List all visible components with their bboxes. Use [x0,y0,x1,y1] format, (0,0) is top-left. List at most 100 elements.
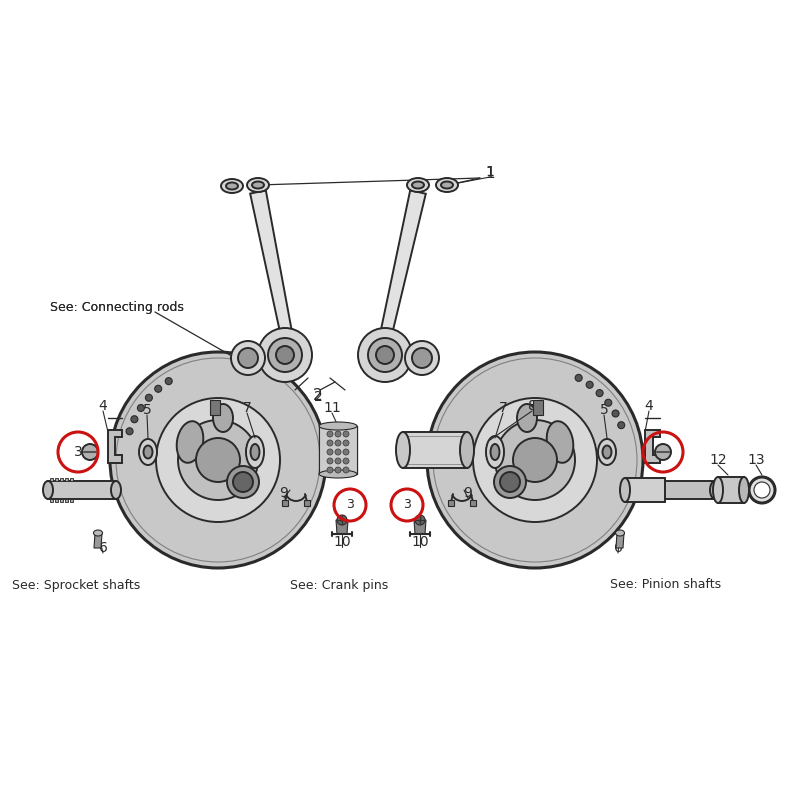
Polygon shape [55,478,58,481]
Polygon shape [70,478,73,481]
Circle shape [327,440,333,446]
Circle shape [405,341,439,375]
Text: 3: 3 [403,498,411,511]
Ellipse shape [139,439,157,465]
Text: 8: 8 [527,399,537,413]
Polygon shape [65,499,68,502]
Circle shape [494,466,526,498]
Circle shape [495,420,575,500]
Polygon shape [319,426,357,474]
Ellipse shape [252,182,264,189]
Polygon shape [282,500,288,506]
Ellipse shape [436,178,458,192]
Polygon shape [210,400,220,415]
Text: 13: 13 [747,453,765,467]
Circle shape [335,431,341,437]
Circle shape [343,467,349,473]
Ellipse shape [247,178,269,192]
Text: 1: 1 [485,166,495,182]
Polygon shape [665,481,715,499]
Circle shape [138,405,144,411]
Circle shape [376,346,394,364]
Polygon shape [48,481,116,499]
Circle shape [343,458,349,464]
Circle shape [231,341,265,375]
Ellipse shape [546,421,574,463]
Text: 6: 6 [98,541,107,555]
Polygon shape [55,499,58,502]
Circle shape [612,410,619,417]
Text: 4: 4 [98,399,107,413]
Ellipse shape [486,436,504,468]
Polygon shape [65,478,68,481]
Text: 7: 7 [498,401,507,415]
Polygon shape [403,432,467,468]
Circle shape [276,346,294,364]
Polygon shape [250,190,295,353]
Ellipse shape [43,481,53,499]
Text: 5: 5 [600,403,608,417]
Circle shape [327,458,333,464]
Polygon shape [319,426,357,474]
Ellipse shape [615,530,625,536]
Text: 3: 3 [658,445,667,459]
Circle shape [473,398,597,522]
Ellipse shape [213,404,233,432]
Ellipse shape [143,446,153,458]
Polygon shape [616,533,624,548]
Polygon shape [470,500,476,506]
Ellipse shape [598,439,616,465]
Circle shape [327,431,333,437]
Circle shape [343,431,349,437]
Text: 3: 3 [346,498,354,511]
Circle shape [178,420,258,500]
Ellipse shape [713,477,723,503]
Circle shape [412,348,432,368]
Polygon shape [645,430,660,463]
Polygon shape [60,499,63,502]
Polygon shape [718,477,744,503]
Circle shape [335,467,341,473]
Circle shape [415,515,425,525]
Ellipse shape [407,178,429,192]
Ellipse shape [710,481,720,499]
Polygon shape [377,190,426,354]
Circle shape [154,386,162,392]
Ellipse shape [177,421,203,463]
Ellipse shape [517,404,537,432]
Text: 12: 12 [709,453,727,467]
Circle shape [146,394,152,402]
Polygon shape [533,400,543,415]
Circle shape [749,477,775,503]
Circle shape [335,449,341,455]
Circle shape [131,416,138,422]
Ellipse shape [490,444,499,460]
Text: 6: 6 [614,541,622,555]
Circle shape [605,399,612,406]
Polygon shape [50,478,53,481]
Circle shape [233,472,253,492]
Circle shape [227,466,259,498]
Circle shape [513,438,557,482]
Text: 9: 9 [463,486,473,500]
Ellipse shape [396,432,410,468]
Circle shape [156,398,280,522]
Circle shape [110,352,326,568]
Circle shape [258,328,312,382]
Ellipse shape [226,182,238,190]
Ellipse shape [250,444,259,460]
Circle shape [368,338,402,372]
Circle shape [268,338,302,372]
Ellipse shape [441,182,453,189]
Text: See: Pinion shafts: See: Pinion shafts [610,578,721,591]
Text: 2: 2 [314,390,322,404]
Text: 3: 3 [74,445,82,459]
Polygon shape [108,430,122,463]
Circle shape [655,444,671,460]
Text: 9: 9 [279,486,289,500]
Text: 5: 5 [142,403,151,417]
Polygon shape [448,500,454,506]
Polygon shape [625,478,665,502]
Circle shape [238,348,258,368]
Circle shape [754,482,770,498]
